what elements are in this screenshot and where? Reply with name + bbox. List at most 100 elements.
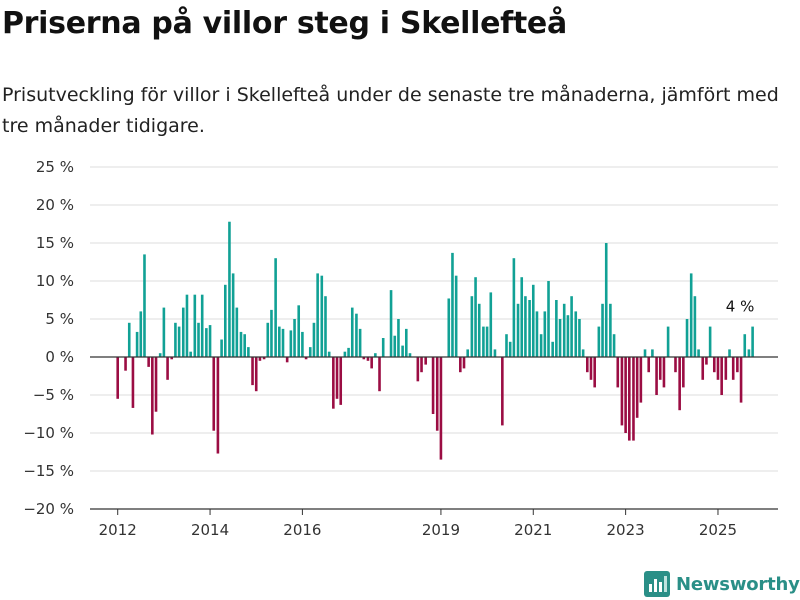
bar [528,300,531,357]
bar [743,334,747,357]
bar [404,328,408,357]
bar [712,357,716,373]
chart-subtitle: Prisutveckling för villor i Skellefteå u… [2,84,779,137]
bar [335,357,339,399]
x-tick-label: 2016 [283,521,321,539]
bar [739,357,743,403]
bar [678,357,681,411]
bar [651,349,654,357]
bar [231,273,235,357]
y-tick-label: 10 % [36,272,74,290]
bar [181,307,185,357]
bar [324,296,327,357]
bar [208,325,212,357]
bar [716,357,720,380]
bar [520,277,524,357]
bar [551,341,554,357]
bar [470,296,474,357]
bar [374,353,377,357]
bar [431,357,435,414]
bar [693,296,697,357]
x-tick-label: 2023 [607,521,645,539]
bar [285,357,289,363]
bar [639,357,643,403]
bar [435,357,439,431]
newsworthy-logo[interactable]: Newsworthy [644,569,800,599]
bar [682,357,685,388]
bar [482,326,485,357]
bar [439,357,443,460]
bar [239,331,243,357]
bar [197,322,200,357]
y-tick-label: −10 % [23,424,74,442]
y-tick-label: 25 % [36,158,74,176]
bar [635,357,639,418]
bar [158,353,162,357]
bar [223,284,227,357]
bar [655,357,658,395]
bar [320,275,324,357]
bar [420,357,423,373]
bar [474,277,477,357]
bar [316,273,319,357]
bar [378,357,381,392]
newsworthy-logo-icon [644,571,670,597]
bar [258,357,262,361]
y-tick-label: 15 % [36,234,74,252]
bar [609,303,612,357]
bar [747,349,751,357]
bar [512,258,516,357]
bar [612,334,616,357]
bar [297,305,301,357]
bar [558,319,562,357]
bar [220,339,223,357]
bar-chart: 25 % 20 % 15 % 10 % 5 % 0 % −5 % −10 % −15 % −20 … [23,158,778,539]
bar [620,357,624,426]
bar [485,326,489,357]
bar [685,319,689,357]
bar [289,330,293,357]
bar [454,275,458,357]
bar [200,294,204,357]
bar [624,357,627,433]
bar [666,326,670,357]
bar [466,349,470,357]
bar [697,349,700,357]
bar [254,357,258,392]
bar [408,353,412,357]
bar [370,357,373,369]
bar [689,273,693,357]
bar [301,331,304,357]
bar [247,347,250,357]
y-tick-label: 0 % [45,348,74,366]
bar [647,357,651,373]
bar [274,258,277,357]
bar [124,357,127,371]
bar [459,357,462,373]
bar [516,303,520,357]
y-tick-label: −15 % [23,462,74,480]
bar [216,357,220,454]
bar [174,322,177,357]
bar [524,296,527,357]
bar [416,357,420,382]
bar [162,307,166,357]
bar [312,322,316,357]
bar [555,300,558,357]
bar [477,303,481,357]
bar [135,331,139,357]
bar [581,349,585,357]
bar [270,309,273,357]
bar [278,326,281,357]
x-tick-label: 2021 [514,521,552,539]
bar [116,357,120,399]
bar [366,357,370,361]
bar [574,311,578,357]
x-tick-label: 2019 [422,521,460,539]
bar [177,326,181,357]
bar [358,328,362,357]
bar [658,357,662,380]
bar [397,319,400,357]
bar [547,281,550,357]
bar [332,357,335,409]
